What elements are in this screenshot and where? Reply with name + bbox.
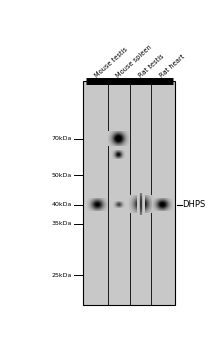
Bar (83, 81, 175, 305)
Text: Mouse testis: Mouse testis (94, 47, 129, 79)
Text: Mouse spleen: Mouse spleen (115, 44, 153, 79)
Text: Rat heart: Rat heart (159, 54, 186, 79)
Text: DHPS: DHPS (183, 200, 206, 209)
Text: Rat testis: Rat testis (137, 53, 165, 79)
Text: 70kDa: 70kDa (52, 136, 72, 141)
Text: 50kDa: 50kDa (52, 173, 72, 178)
Text: 25kDa: 25kDa (52, 273, 72, 278)
Text: 35kDa: 35kDa (52, 221, 72, 226)
Text: 40kDa: 40kDa (52, 202, 72, 207)
